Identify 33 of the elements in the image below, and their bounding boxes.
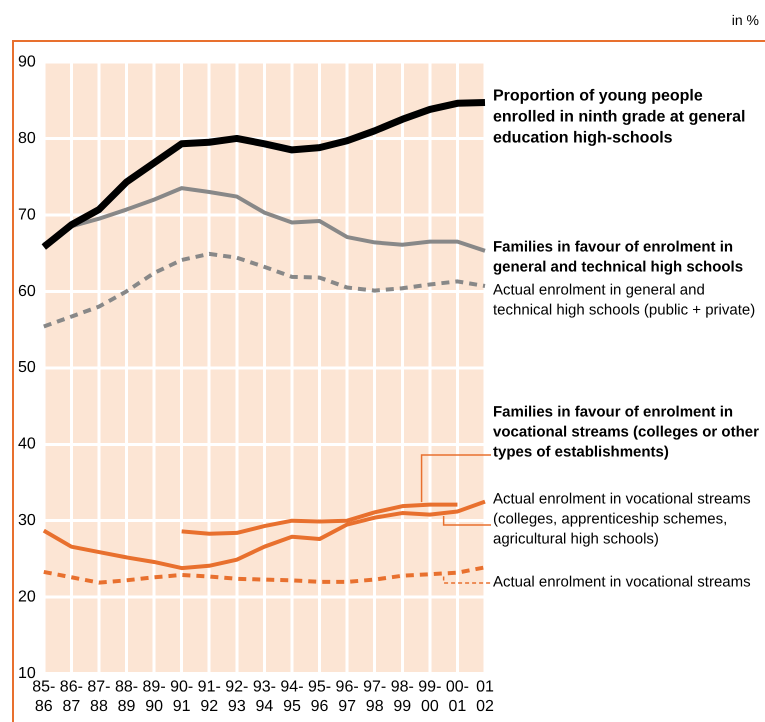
series-label: Proportion of young people enrolled in ninth grade at general education high-schools (493, 87, 746, 146)
x-tick-label: 97- 98 (363, 678, 386, 715)
y-tick-label: 60 (18, 282, 36, 300)
x-tick-label: 91- 92 (198, 678, 221, 715)
y-tick-label: 90 (18, 53, 36, 70)
x-tick-label: 85- 86 (32, 678, 56, 715)
x-tick-label: 96- 97 (336, 678, 359, 715)
x-tick-label: 01 02 (476, 678, 494, 715)
x-tick-label: 86- 87 (60, 678, 83, 715)
line-series (42, 252, 487, 329)
text: in % (732, 12, 759, 28)
x-tick-label: 00- 01 (446, 678, 469, 715)
y-tick-label: 50 (18, 359, 36, 376)
text: Families in favour of enrolment in vocational streams (colleges or other types of establishments) (493, 404, 760, 461)
y-tick-label: 20 (18, 588, 36, 606)
x-tick-label: 99- 00 (418, 678, 442, 715)
y-tick-label: 30 (18, 512, 36, 530)
x-tick-label: 88- 89 (114, 678, 138, 715)
y-tick-label: 70 (18, 206, 36, 224)
x-tick-label: 87- 88 (87, 678, 111, 715)
x-tick-label: 90- 91 (170, 678, 194, 715)
y-tick-label: 40 (18, 436, 36, 453)
x-tick-label: 89- 90 (142, 678, 166, 715)
y-tick-label: 80 (18, 130, 36, 147)
x-tick-label: 94- 95 (280, 678, 304, 715)
x-tick-label: 93- 94 (252, 678, 276, 715)
series-label: Families in favour of enrolment in general and technical high schools (493, 238, 744, 276)
x-tick-label: 92- 93 (225, 678, 248, 715)
series-label: Actual enrolment in general and technical high schools (public + private) (493, 282, 756, 319)
x-tick-label: 98- 99 (390, 678, 414, 715)
legend-label: Actual enrolment in vocational streams (493, 574, 751, 591)
x-tick-label: 95- 96 (308, 678, 332, 715)
legend-label: Actual enrolment in vocational streams (colleges, apprenticeship schemes, agricultural high schools) (493, 490, 751, 548)
